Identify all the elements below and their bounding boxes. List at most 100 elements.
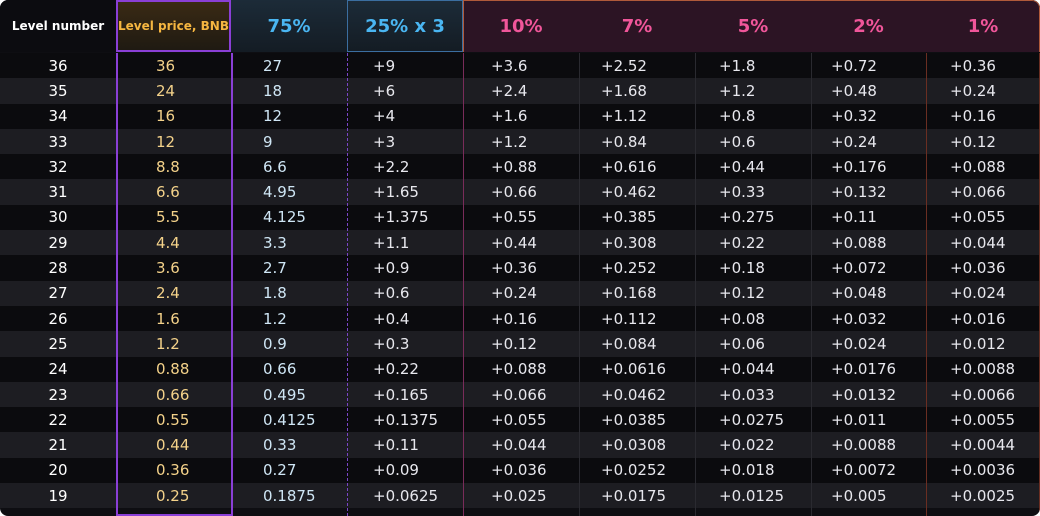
table-cell: +0.0616 [601,360,667,379]
table-cell: +0.088 [831,233,887,252]
referral-left-border [463,53,464,516]
table-cell: +0.48 [831,81,877,100]
table-cell: +0.036 [491,461,547,480]
table-cell: +0.084 [601,334,657,353]
table-cell: +0.88 [491,157,537,176]
header-25-percent-x3: 25% x 3 [347,0,463,52]
table-cell: +0.0176 [831,360,897,379]
table-cell: 21 [48,436,68,455]
table-cell: 34 [48,107,68,126]
table-cell: +0.462 [601,183,657,202]
table-cell: 8.8 [156,157,180,176]
table-cell: 28 [48,259,68,278]
table-cell: +0.0252 [601,461,667,480]
table-cell: 5.5 [156,208,180,227]
table-cell: 18 [263,81,283,100]
dashed-divider [347,53,348,516]
table-cell: 31 [48,183,68,202]
table-cell: +0.0025 [950,486,1016,505]
table-cell: +2.52 [601,56,647,75]
table-cell: +0.055 [491,410,547,429]
table-cell: +0.168 [601,284,657,303]
table-cell: 0.25 [156,486,190,505]
table-row: 21 0.44 0.33 +0.11 +0.044 +0.0308 +0.022 +0.008… [0,432,1040,458]
table-cell: +0.06 [719,334,765,353]
table-cell: 19 [48,486,68,505]
table-cell: +0.048 [831,284,887,303]
table-cell: +0.066 [491,385,547,404]
table-cell: +0.024 [950,284,1006,303]
table-cell: 24 [156,81,176,100]
table-cell: 6.6 [156,183,180,202]
table-cell: 3.6 [156,259,180,278]
table-cell: +1.2 [491,132,528,151]
table-cell: +0.0132 [831,385,897,404]
table-cell: +0.6 [373,284,410,303]
table-cell: +0.275 [719,208,775,227]
table-cell: +0.088 [950,157,1006,176]
table-cell: 20 [48,461,68,480]
table-row: 25 1.2 0.9 +0.3 +0.12 +0.084 +0.06 +0.024 +0.012 [0,331,1040,357]
table-cell: +1.1 [373,233,410,252]
table-cell: 1.6 [156,309,180,328]
table-cell: +0.36 [950,56,996,75]
table-cell: +0.0088 [950,360,1016,379]
table-cell: +0.022 [719,436,775,455]
table-cell: 3.3 [263,233,287,252]
table-cell: 2.7 [263,259,287,278]
table-cell: +0.0462 [601,385,667,404]
table-row: 28 3.6 2.7 +0.9 +0.36 +0.252 +0.18 +0.072 +0.036 [0,255,1040,281]
table-cell: 0.66 [156,385,190,404]
table-row: 32 8.8 6.6 +2.2 +0.88 +0.616 +0.44 +0.176 +0.088 [0,154,1040,180]
table-cell: 33 [48,132,68,151]
table-cell: +0.8 [719,107,756,126]
table-cell: 27 [263,56,283,75]
table-row: 36 36 27 +9 +3.6 +2.52 +1.8 +0.72 +0.36 [0,53,1040,79]
table-row: 23 0.66 0.495 +0.165 +0.066 +0.0462 +0.033 +0.0… [0,381,1040,408]
table-cell: +0.0308 [601,436,667,455]
table-cell: +0.12 [950,132,996,151]
table-cell: +0.36 [491,259,537,278]
table-cell: +0.055 [950,208,1006,227]
table-cell: +3.6 [491,56,528,75]
table-row: 19 0.25 0.1875 +0.0625 +0.025 +0.0175 +0.0125 +… [0,483,1040,509]
table-cell: +0.018 [719,461,775,480]
header-2-percent: 2% [811,0,926,52]
table-row: 30 5.5 4.125 +1.375 +0.55 +0.385 +0.275 +0.11 +0… [0,204,1040,231]
table-cell: +0.036 [950,259,1006,278]
table-cell: +0.044 [491,436,547,455]
table-cell: +0.252 [601,259,657,278]
table-cell: +0.55 [491,208,537,227]
header-1-percent: 1% [926,0,1040,52]
table-cell: +0.016 [950,309,1006,328]
table-row: 31 6.6 4.95 +1.65 +0.66 +0.462 +0.33 +0.132 +0.0… [0,179,1040,205]
table-cell: +0.22 [719,233,765,252]
table-cell: +0.0036 [950,461,1016,480]
table-cell: 16 [156,107,176,126]
table-cell: +0.12 [491,334,537,353]
table-cell: +1.12 [601,107,647,126]
column-divider [579,53,580,516]
table-cell: 12 [156,132,176,151]
column-divider [811,53,812,516]
table-cell: 4.125 [263,208,306,227]
table-cell: +0.6 [719,132,756,151]
table-row: 33 12 9 +3 +1.2 +0.84 +0.6 +0.24 +0.12 [0,128,1040,155]
table-cell: +0.16 [950,107,996,126]
table-cell: +0.72 [831,56,877,75]
column-divider [926,53,927,516]
table-cell: +0.08 [719,309,765,328]
table-cell: 1.2 [263,309,287,328]
table-cell: 23 [48,385,68,404]
table-cell: +0.0055 [950,410,1016,429]
column-divider [695,53,696,516]
table-cell: +0.033 [719,385,775,404]
table-cell: +1.6 [491,107,528,126]
table-cell: +0.18 [719,259,765,278]
price-column-right-border [231,53,233,516]
table-cell: 1.8 [263,284,287,303]
header-level-number: Level number [0,0,116,52]
table-cell: +0.24 [831,132,877,151]
table-cell: +0.088 [491,360,547,379]
table-cell: 0.36 [156,461,190,480]
